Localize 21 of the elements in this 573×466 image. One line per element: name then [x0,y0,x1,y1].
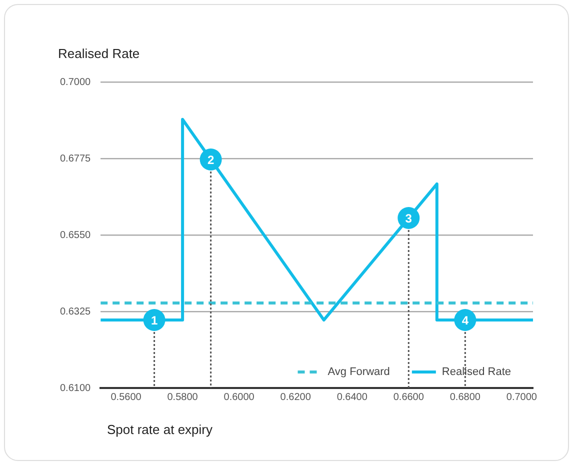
x-tick-label: 0.6600 [393,392,424,403]
y-tick-label: 0.6100 [60,382,92,394]
y-tick-label: 0.6550 [60,230,92,241]
annotation: 3 [405,211,412,226]
legend-label: Realised Rate [442,366,511,378]
y-tick-label: 0.6325 [60,306,92,318]
legend-label: Avg Forward [328,366,390,378]
annotation: 1 [150,313,158,328]
annotation: 2 [207,152,214,167]
x-tick-label: 0.5800 [167,392,198,403]
x-tick-label: 0.6200 [280,392,312,403]
x-tick-label: 0.6800 [450,392,481,403]
x-tick-label: 0.6400 [336,392,368,403]
y-tick-label: 0.7000 [60,76,92,88]
x-tick-label: 0.5600 [110,392,142,403]
y-axis-title: Realised Rate [58,46,140,61]
x-tick-label: 0.7000 [506,392,538,403]
y-tick-label: 0.6775 [60,153,92,164]
annotation: 4 [462,313,469,328]
x-tick-label: 0.6000 [224,392,255,403]
x-axis-title: Spot rate at expiry [107,422,213,437]
